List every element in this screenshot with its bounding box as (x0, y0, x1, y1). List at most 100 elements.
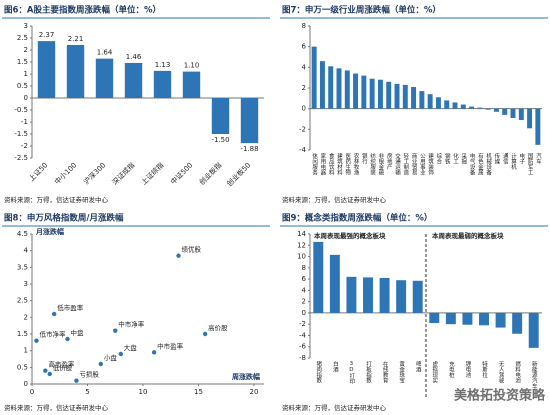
y-tick-label: 1 (24, 347, 28, 355)
y-tick-label: 2 (24, 46, 28, 54)
bar (528, 312, 539, 348)
y-tick-label: 0 (302, 309, 306, 317)
source-note: 资料来源：万得，信达证券研发中心 (282, 195, 387, 204)
value-label: 1.10 (184, 62, 200, 70)
x-tick-label: 特斯拉 (481, 360, 488, 379)
value-label: 1.64 (97, 49, 113, 57)
y-tick-label: 2.5 (17, 297, 28, 305)
bar (495, 312, 506, 328)
x-tick-label: 农林牧渔 (353, 152, 360, 177)
y-tick-label: 3 (24, 22, 28, 30)
bar (124, 62, 143, 98)
value-label: 2.21 (68, 35, 84, 43)
point-label: 低市盈率 (57, 303, 83, 312)
bar (427, 94, 433, 109)
x-tick-label: 传媒 (493, 152, 500, 166)
x-tick-label: 钢铁 (444, 152, 451, 166)
point (47, 371, 52, 377)
x-tick-label: 黄金珠宝 (398, 360, 405, 384)
point-label: 中市净率 (118, 320, 145, 329)
y-tick-label: -8 (299, 354, 306, 362)
bar (518, 108, 524, 121)
y-tick-label: 2 (302, 298, 306, 306)
watermark: 美格拓投资策略 (454, 388, 546, 404)
bar (344, 70, 350, 109)
source-note: 资料来源：万得，信达证券研发中心 (282, 403, 387, 412)
point-label: 大盘 (124, 343, 138, 352)
x-tick-label: 15 (194, 388, 203, 396)
x-tick-label: 燃料电池 (514, 360, 521, 384)
point (202, 331, 208, 337)
bar (462, 312, 473, 325)
x-tick-label: 无人驾驶 (498, 361, 505, 385)
point (43, 368, 48, 373)
bar (379, 277, 390, 313)
y-tick-label: 0 (302, 105, 306, 113)
bar (411, 86, 417, 109)
bar (460, 104, 466, 109)
bar (502, 108, 508, 115)
y-tick-label: -4 (299, 331, 307, 339)
bar (419, 91, 425, 109)
bar (329, 254, 340, 313)
y-tick-label: -1 (21, 118, 28, 126)
bar (311, 46, 317, 109)
x-tick-label: 白酒 (332, 360, 339, 374)
x-tick-label: 啤酒 (415, 360, 422, 374)
x-tick-label: 机械设备 (485, 152, 492, 177)
bar (477, 107, 483, 109)
point-label: 绩优股 (182, 245, 202, 254)
x-tick-label: 休闲服务 (311, 152, 318, 177)
bar (402, 84, 408, 109)
x-tick-label: 有色金属 (477, 152, 484, 177)
annotation: 本周表现最强的概念板块 (314, 231, 386, 240)
bar (377, 79, 383, 109)
bar (240, 98, 259, 144)
bar (512, 312, 523, 334)
y-tick-label: 2.5 (17, 34, 28, 42)
source-note: 资料来源：万得，信达证券研发中心 (4, 403, 109, 412)
x-tick-label: 商业贸易 (411, 152, 418, 177)
bar (444, 100, 450, 109)
x-axis-label: 周涨跌幅 (232, 372, 260, 381)
chart-title: 图6：A股主要指数周涨跌幅（单位：%） (4, 5, 161, 16)
bar (66, 44, 85, 98)
x-tick-label: 5 (85, 388, 89, 396)
y-tick-label: -2 (299, 125, 306, 133)
y-tick-label: -2 (21, 142, 28, 150)
x-tick-label: 建筑材料 (336, 152, 343, 177)
x-tick-label: 10 (139, 388, 148, 396)
y-tick-label: 0 (24, 94, 28, 102)
bar (510, 108, 516, 118)
x-tick-label: 锂电池 (464, 360, 471, 378)
point (151, 350, 157, 355)
y-tick-label: 10 (297, 253, 306, 261)
bar (328, 66, 334, 109)
x-tick-label: 虚拟现实 (431, 360, 438, 385)
point-label: 低价股 (53, 363, 73, 372)
x-tick-label: 充电桩 (448, 360, 455, 379)
y-tick-label: 1.5 (17, 330, 28, 338)
bar (479, 312, 489, 326)
point-label: 低市净率 (39, 330, 66, 339)
point-label: 中盘 (71, 328, 85, 337)
y-tick-label: -1.5 (14, 130, 28, 138)
y-tick-label: 4 (24, 247, 29, 255)
x-tick-label: 化工 (452, 152, 459, 165)
x-tick-label: 20 (250, 388, 259, 396)
y-tick-label: 2 (24, 313, 28, 321)
x-tick-label: 医药生物 (344, 153, 351, 177)
value-label: -1.50 (211, 136, 229, 144)
x-tick-label: 非银金融 (377, 152, 384, 177)
y-tick-label: 6 (302, 275, 307, 283)
x-tick-label: 国防军工 (527, 153, 534, 176)
value-label: 1.46 (126, 53, 142, 61)
point-label: 高价股 (208, 323, 228, 332)
bar (445, 312, 456, 325)
point (176, 253, 181, 258)
y-tick-label: -2 (299, 320, 306, 328)
value-label: 1.13 (155, 61, 171, 69)
y-tick-label: 0.5 (17, 363, 28, 371)
